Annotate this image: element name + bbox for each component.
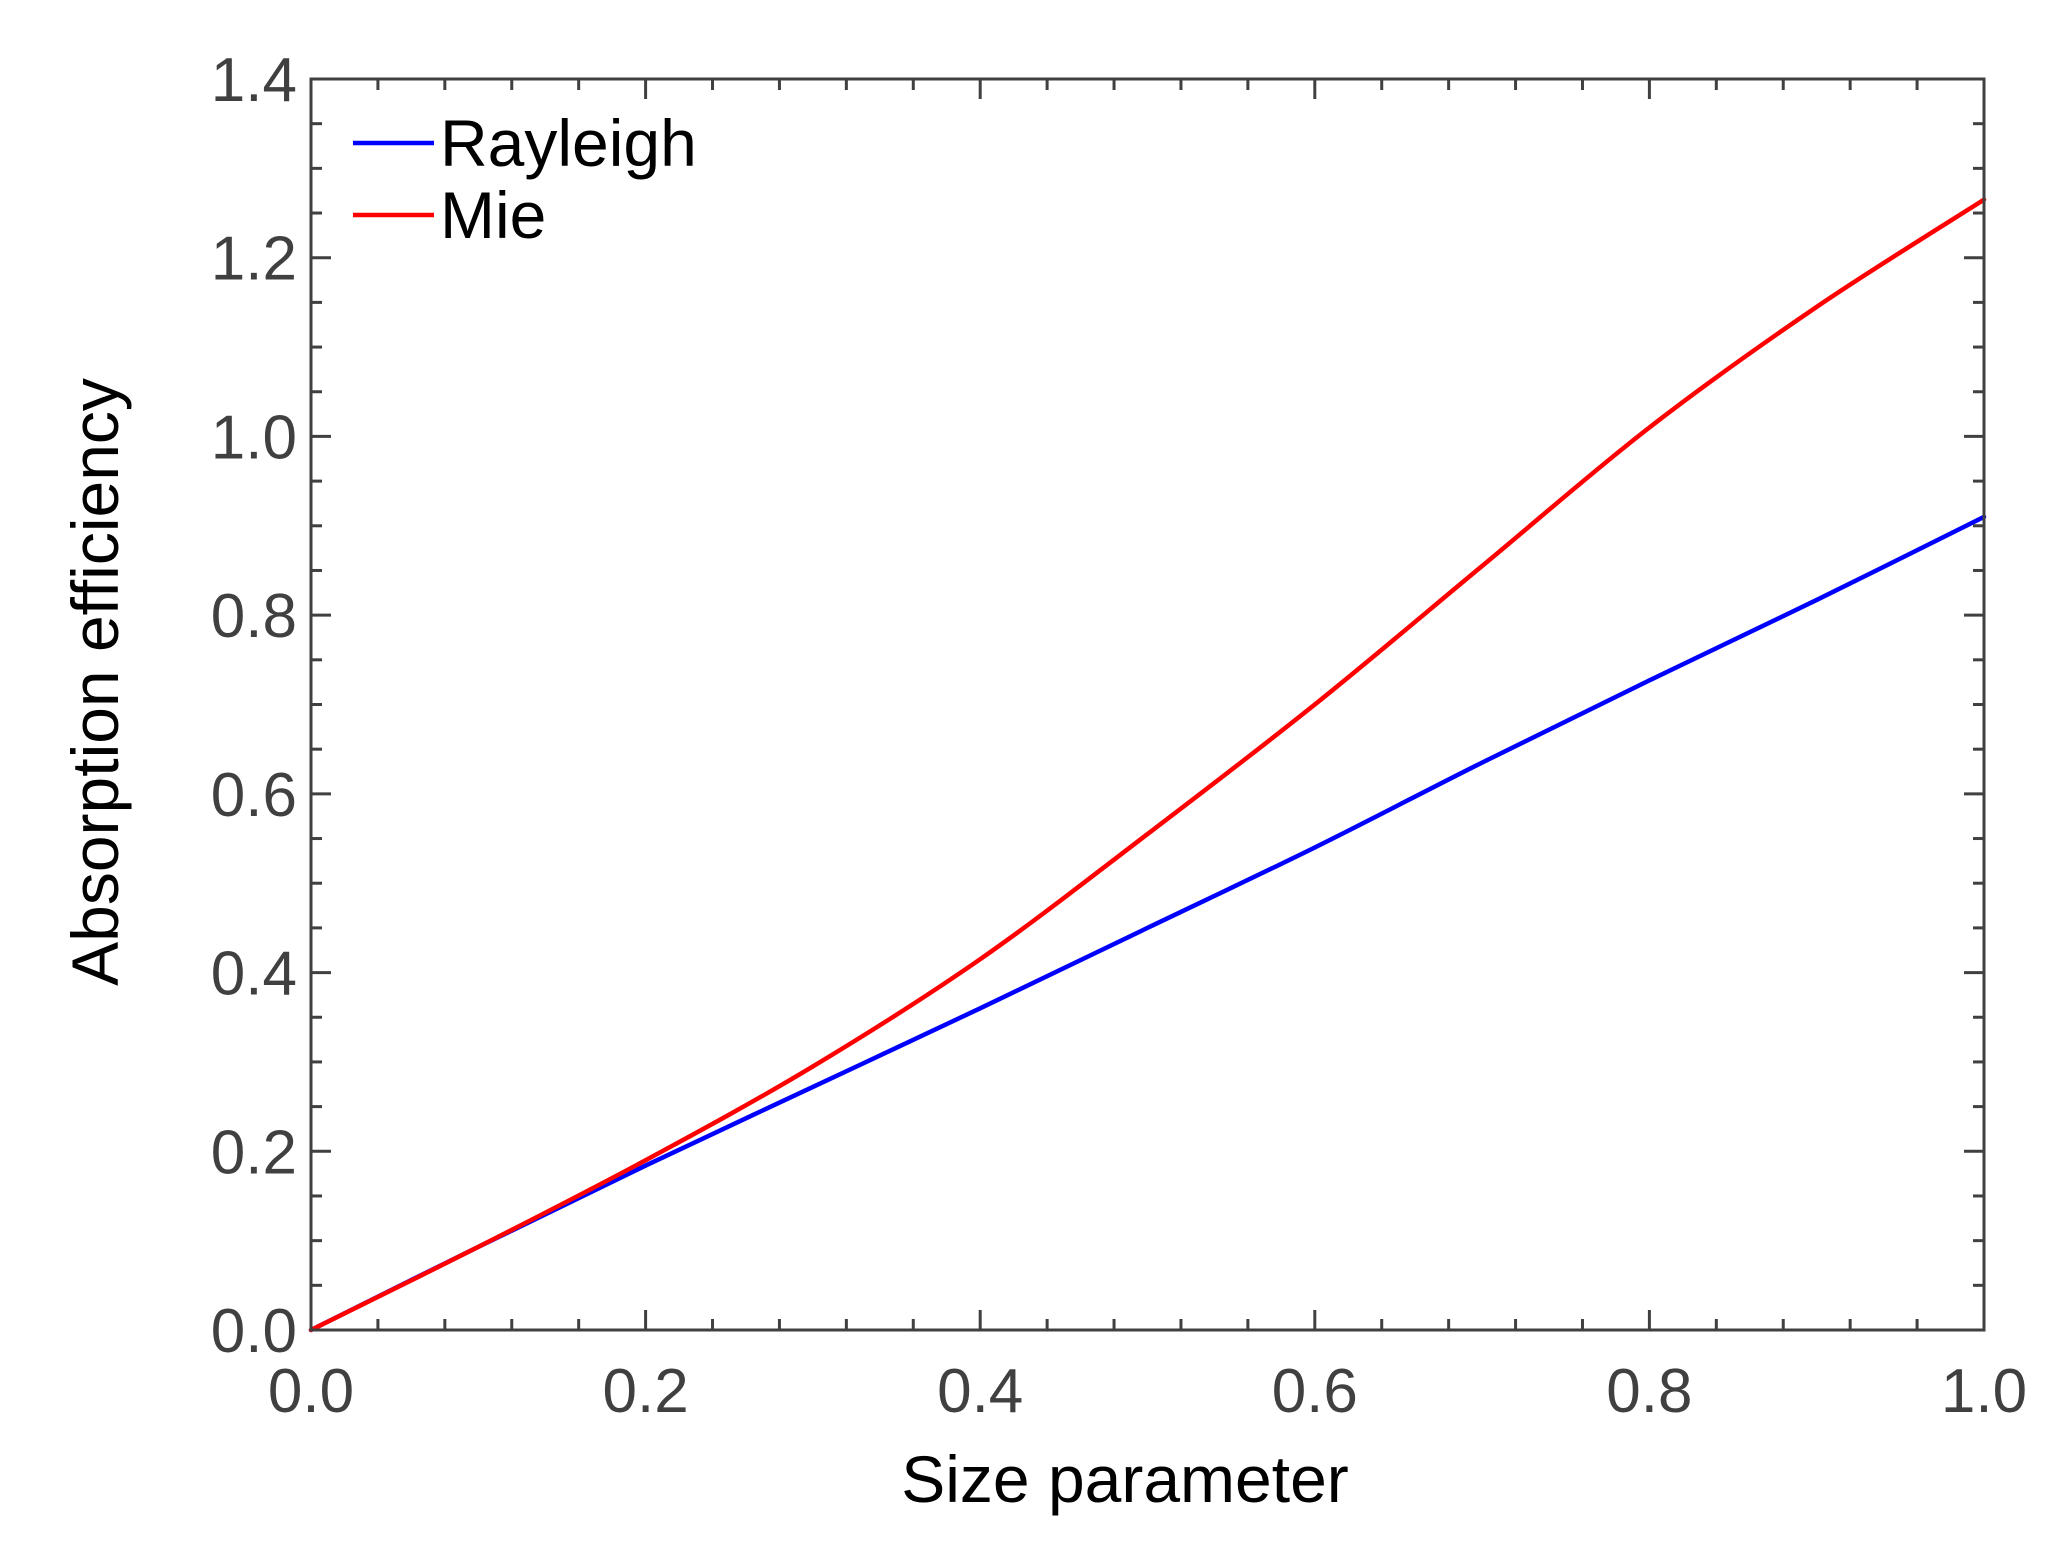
series-line-rayleigh [308, 514, 1987, 1333]
legend-label-mie: Mie [440, 178, 546, 252]
x-tick-label: 0.0 [268, 1357, 354, 1426]
series-layer [308, 197, 1987, 1333]
x-tick-label: 0.2 [602, 1357, 688, 1426]
y-tick-label: 0.8 [211, 582, 297, 651]
y-axis-title: Absorption efficiency [58, 378, 132, 986]
y-tick-label: 0.6 [211, 761, 297, 830]
series-line-mie [308, 197, 1987, 1333]
y-tick-label: 1.2 [211, 225, 297, 294]
x-tick-label: 0.8 [1606, 1357, 1692, 1426]
tick-labels-layer: 0.0 0.2 0.4 0.6 0.8 1.0 0.0 0.2 0.4 0.6 0.8 1.0 1.2 1… [211, 46, 2027, 1426]
x-tick-label: 0.4 [937, 1357, 1023, 1426]
y-tick-label: 1.0 [211, 403, 297, 472]
y-tick-label: 0.0 [211, 1297, 297, 1366]
legend-label-rayleigh: Rayleigh [440, 106, 697, 180]
x-tick-label: 1.0 [1941, 1357, 2027, 1426]
x-axis-title: Size parameter [901, 1442, 1349, 1516]
x-tick-label: 0.6 [1272, 1357, 1358, 1426]
y-tick-label: 1.4 [211, 46, 297, 115]
plot-frame [309, 77, 1986, 1332]
y-tick-label: 0.4 [211, 940, 297, 1009]
y-tick-label: 0.2 [211, 1118, 297, 1187]
